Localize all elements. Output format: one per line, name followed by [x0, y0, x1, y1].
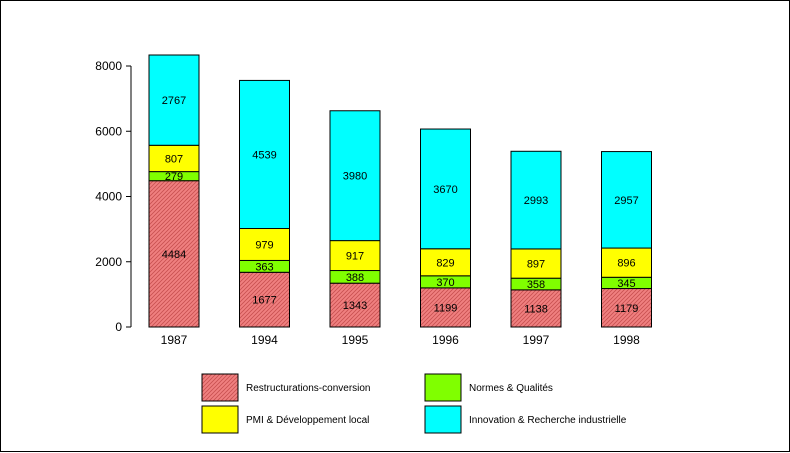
x-category-label: 1995: [342, 333, 369, 347]
data-label: 358: [527, 279, 545, 291]
x-category-label: 1998: [613, 333, 640, 347]
data-label: 345: [617, 278, 635, 290]
x-axis-labels: 1987 1994 1995 1996 1997 1998: [161, 333, 641, 347]
data-label: 979: [255, 239, 273, 251]
data-label: 1179: [615, 303, 639, 315]
bar-segment: [420, 287, 471, 328]
data-label: 1138: [524, 303, 548, 315]
data-label: 1677: [252, 295, 276, 307]
data-label: 2957: [614, 195, 638, 207]
bar-segment: [601, 288, 652, 328]
bar-segment: [148, 54, 200, 146]
y-tick-label: 6000: [95, 124, 122, 138]
legend-label: PMI & Développement local: [246, 415, 369, 426]
data-label: 388: [346, 272, 364, 284]
bar-segment: [420, 128, 471, 250]
y-tick-label: 4000: [95, 190, 122, 204]
bar-segment: [148, 180, 200, 328]
legend-swatch: [424, 373, 462, 402]
bar-segment: [510, 248, 562, 279]
legend-swatch: [424, 405, 462, 434]
data-label: 3980: [343, 171, 367, 183]
legend-swatch: [201, 373, 239, 402]
data-label: 2767: [162, 95, 186, 107]
legend: Restructurations-conversion Normes & Qual…: [201, 373, 627, 434]
data-label: 370: [436, 277, 454, 289]
x-category-label: 1994: [251, 333, 278, 347]
bar-segment: [239, 79, 290, 230]
bar-segment: [329, 240, 381, 272]
data-label: 4484: [162, 249, 186, 261]
legend-label: Restructurations-conversion: [246, 383, 371, 394]
bar-segment: [148, 144, 200, 173]
data-label: 2993: [524, 195, 548, 207]
legend-swatch: [201, 405, 239, 434]
data-label: 4539: [252, 149, 276, 161]
data-label: 897: [527, 259, 545, 271]
data-label: 896: [617, 258, 635, 270]
data-label: 3670: [433, 184, 457, 196]
y-tick-label: 8000: [95, 59, 122, 73]
data-label: 363: [255, 261, 273, 273]
data-label: 1199: [434, 302, 458, 314]
bar-segment: [329, 110, 381, 242]
data-label: 829: [436, 257, 454, 269]
bar-segment: [420, 248, 471, 277]
data-label: 917: [346, 251, 364, 263]
bar-segment: [601, 151, 652, 249]
data-label: 1343: [343, 300, 367, 312]
bar-segment: [329, 282, 381, 328]
x-category-label: 1996: [432, 333, 459, 347]
y-tick-label: 2000: [95, 255, 122, 269]
data-label: 807: [165, 153, 183, 165]
data-label: 279: [165, 171, 183, 183]
x-category-label: 1997: [523, 333, 550, 347]
legend-label: Innovation & Recherche industrielle: [469, 415, 627, 426]
bar-segment: [510, 150, 562, 250]
bars: 4484 279 807 2767 1677 363 979 4539 1343 388 917 39…: [148, 54, 652, 328]
legend-label: Normes & Qualités: [469, 383, 553, 394]
y-tick-label: 0: [115, 320, 122, 334]
y-axis: 0 2000 4000 6000 8000: [95, 59, 132, 334]
x-category-label: 1987: [161, 333, 188, 347]
